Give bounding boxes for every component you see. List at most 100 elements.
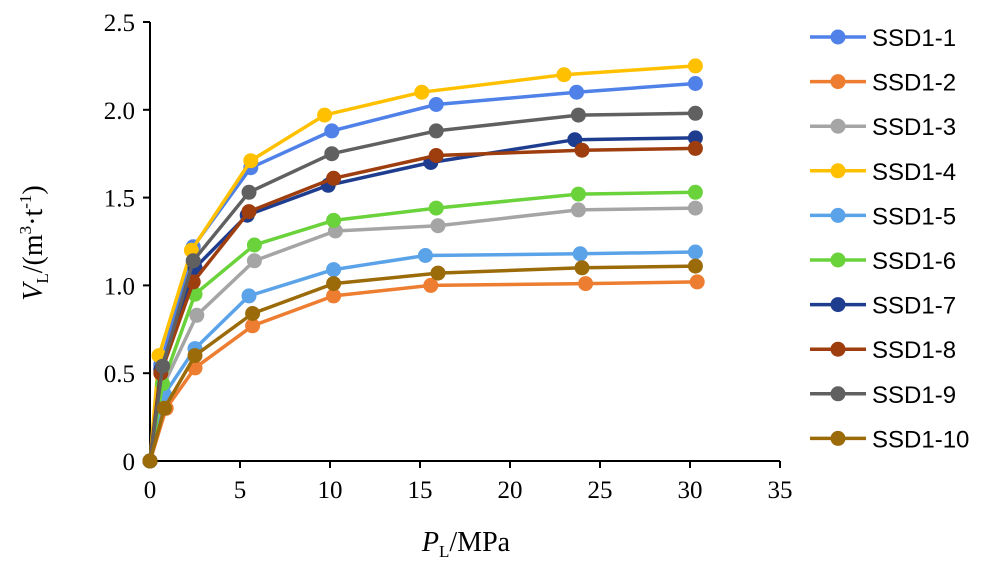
data-point xyxy=(187,348,203,364)
data-point xyxy=(687,130,703,146)
data-point xyxy=(428,200,444,216)
legend-label: SSD1-5 xyxy=(872,203,956,230)
series-line xyxy=(148,81,696,462)
data-point xyxy=(574,142,590,158)
data-point xyxy=(326,288,342,304)
y-tick-label: 0 xyxy=(123,449,136,476)
data-point xyxy=(241,184,257,200)
data-point xyxy=(243,153,259,169)
series-line xyxy=(148,64,696,462)
series-ssd1-3 xyxy=(142,200,703,469)
series-line xyxy=(148,280,698,462)
data-point xyxy=(326,212,342,228)
series-line xyxy=(148,250,696,462)
legend-label: SSD1-6 xyxy=(872,248,956,275)
legend-swatch-marker xyxy=(830,252,846,268)
x-tick-label: 20 xyxy=(498,477,523,504)
data-point xyxy=(241,204,257,220)
legend-item: SSD1-7 xyxy=(810,293,956,320)
data-point xyxy=(326,262,342,278)
legend-item: SSD1-1 xyxy=(810,25,956,52)
y-axis-title: VL/(m3·t-1) xyxy=(16,185,52,301)
legend: SSD1-1 SSD1-2 SSD1-3 SSD1-4 SSD1-5 SSD1-6 SSD1… xyxy=(810,25,969,453)
data-point xyxy=(241,288,257,304)
x-tick-label: 35 xyxy=(768,477,793,504)
x-tick-label: 30 xyxy=(678,477,703,504)
x-tick-label: 25 xyxy=(588,477,613,504)
data-point xyxy=(430,218,446,234)
series-ssd1-7 xyxy=(142,130,703,469)
legend-item: SSD1-3 xyxy=(810,114,956,141)
x-ticks: 0 5 10 15 20 25 30 35 xyxy=(144,461,793,504)
plot-area: 0 5 10 15 20 25 30 35 0 0.5 1.0 1.5 2.0 2.5 xyxy=(104,10,793,504)
data-point xyxy=(687,258,703,274)
series-line xyxy=(148,206,696,462)
data-point xyxy=(245,306,261,321)
legend-label: SSD1-7 xyxy=(872,293,956,320)
data-point xyxy=(687,184,703,200)
data-point xyxy=(687,105,703,121)
data-point xyxy=(570,186,586,202)
legend-swatch-marker xyxy=(830,430,846,446)
data-point xyxy=(245,318,261,334)
x-tick-label: 5 xyxy=(234,477,247,504)
legend-item: SSD1-6 xyxy=(810,248,956,275)
data-point xyxy=(687,76,703,91)
data-point xyxy=(142,453,158,469)
data-point xyxy=(414,84,430,100)
data-point xyxy=(317,107,333,123)
data-point xyxy=(578,276,594,292)
series-line xyxy=(148,111,696,462)
y-ticks: 0 0.5 1.0 1.5 2.0 2.5 xyxy=(104,10,150,476)
legend-swatch-marker xyxy=(830,207,846,223)
series-ssd1-8 xyxy=(142,140,703,469)
series-ssd1-5 xyxy=(142,244,703,469)
legend-label: SSD1-4 xyxy=(872,159,956,186)
data-point xyxy=(246,237,262,253)
data-point xyxy=(326,170,342,186)
data-point xyxy=(324,146,340,162)
series-line xyxy=(148,264,696,462)
data-point xyxy=(428,123,444,139)
x-tick-label: 0 xyxy=(144,477,157,504)
data-point xyxy=(567,132,583,148)
data-point xyxy=(326,276,342,292)
legend-item: SSD1-10 xyxy=(810,426,969,453)
y-tick-label: 1.0 xyxy=(104,273,135,300)
data-point xyxy=(570,202,586,218)
legend-swatch-marker xyxy=(830,341,846,357)
legend-swatch-marker xyxy=(830,29,846,45)
data-point xyxy=(569,84,585,100)
y-tick-label: 2.0 xyxy=(104,98,135,125)
data-point xyxy=(428,148,444,163)
legend-label: SSD1-2 xyxy=(872,70,956,97)
x-axis-title: PL/MPa xyxy=(421,527,511,561)
data-point xyxy=(324,123,340,139)
x-tick-label: 15 xyxy=(408,477,433,504)
y-tick-label: 0.5 xyxy=(104,361,135,388)
data-point xyxy=(572,246,588,262)
data-point xyxy=(428,97,444,112)
data-point xyxy=(156,400,172,416)
data-point xyxy=(189,307,205,323)
legend-swatch-marker xyxy=(830,118,846,134)
series-ssd1-10 xyxy=(142,258,703,469)
data-point xyxy=(687,244,703,260)
series-layer xyxy=(142,58,705,469)
data-point xyxy=(155,358,171,374)
x-tick-label: 10 xyxy=(318,477,343,504)
legend-item: SSD1-2 xyxy=(810,70,956,97)
data-point xyxy=(687,140,703,156)
data-point xyxy=(246,253,262,269)
legend-item: SSD1-9 xyxy=(810,382,956,409)
legend-swatch-marker xyxy=(830,386,846,402)
legend-swatch-marker xyxy=(830,74,846,90)
data-point xyxy=(417,248,433,263)
y-tick-label: 1.5 xyxy=(104,186,135,213)
data-point xyxy=(687,200,703,216)
series-ssd1-2 xyxy=(142,274,705,469)
data-point xyxy=(185,253,201,269)
legend-label: SSD1-9 xyxy=(872,382,956,409)
legend-swatch-marker xyxy=(830,163,846,179)
